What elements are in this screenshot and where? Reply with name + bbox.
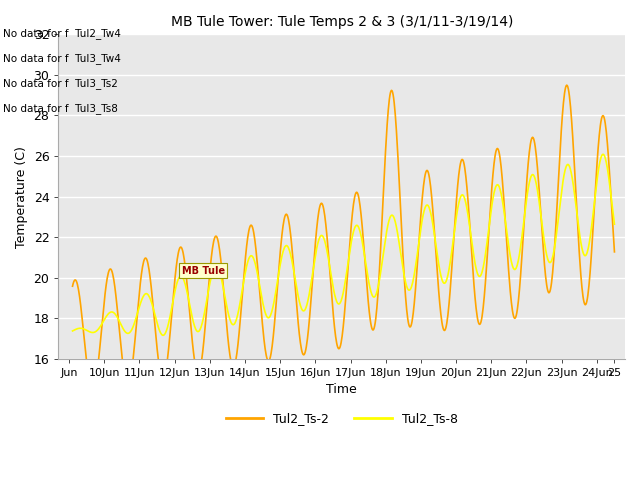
Text: No data for f  Tul3_Tw4: No data for f Tul3_Tw4 <box>3 53 121 64</box>
Y-axis label: Temperature (C): Temperature (C) <box>15 146 28 248</box>
Text: MB Tule: MB Tule <box>182 266 225 276</box>
X-axis label: Time: Time <box>326 384 357 396</box>
Text: No data for f  Tul3_Ts2: No data for f Tul3_Ts2 <box>3 78 118 89</box>
Text: No data for f  Tul2_Tw4: No data for f Tul2_Tw4 <box>3 28 121 39</box>
Text: No data for f  Tul3_Ts8: No data for f Tul3_Ts8 <box>3 103 118 114</box>
Legend: Tul2_Ts-2, Tul2_Ts-8: Tul2_Ts-2, Tul2_Ts-8 <box>221 408 463 431</box>
Title: MB Tule Tower: Tule Temps 2 & 3 (3/1/11-3/19/14): MB Tule Tower: Tule Temps 2 & 3 (3/1/11-… <box>170 15 513 29</box>
